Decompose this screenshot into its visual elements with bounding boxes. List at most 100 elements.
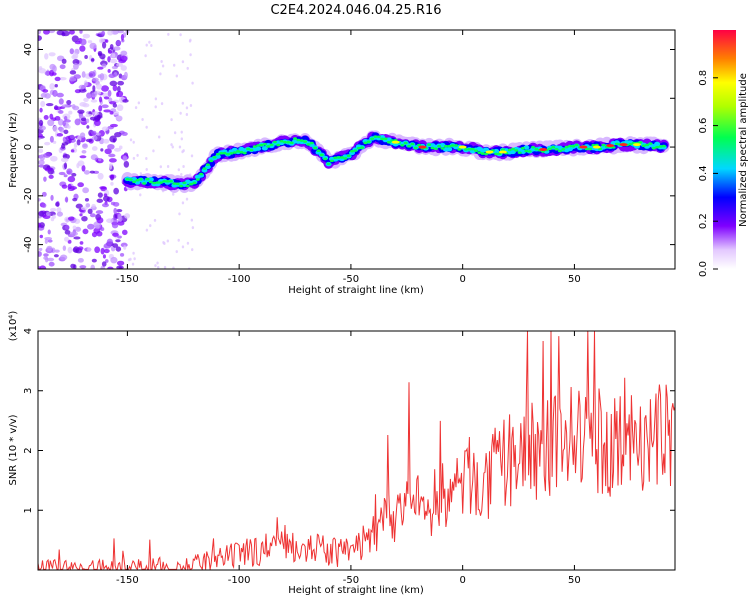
noise-speck [77, 109, 85, 114]
ridge-blob [269, 143, 274, 147]
y-tick-label: -20 [23, 188, 34, 204]
noise-speck [58, 98, 64, 105]
noise-speck [49, 83, 55, 90]
noise-speck [115, 239, 121, 243]
noise-speck [38, 133, 43, 138]
snr-y-multiplier: (x10⁴) [8, 311, 19, 342]
noise-speck [43, 256, 48, 260]
ridge-blob [493, 148, 500, 154]
noise-speck [162, 240, 165, 244]
ridge-blob [182, 181, 187, 185]
x-tick-label: 0 [459, 575, 465, 586]
ridge-peak [485, 150, 494, 154]
ridge-peak [592, 145, 601, 149]
noise-speck [82, 33, 91, 39]
noise-speck [79, 30, 83, 34]
noise-speck [159, 72, 162, 76]
noise-speck [88, 71, 96, 78]
noise-speck [117, 85, 121, 93]
ridge-blob [261, 146, 268, 151]
noise-speck [92, 135, 98, 141]
ridge-blob [407, 144, 412, 148]
ridge-blob [648, 142, 653, 145]
noise-speck [122, 155, 128, 162]
noise-speck [57, 118, 64, 126]
noise-speck [42, 89, 49, 93]
noise-speck [69, 70, 77, 75]
spectrogram-x-axis-label: Height of straight line (km) [288, 285, 424, 296]
noise-speck [46, 257, 55, 262]
ridge-blob [450, 144, 455, 147]
noise-speck [112, 103, 118, 108]
noise-speck [107, 68, 111, 73]
ridge-blob [272, 140, 277, 144]
noise-speck [137, 101, 141, 105]
noise-speck [38, 35, 42, 42]
ridge-blob [574, 143, 579, 147]
noise-speck [63, 162, 68, 170]
noise-speck [44, 53, 49, 60]
noise-speck [82, 187, 90, 194]
ridge-blob [165, 180, 170, 183]
ridge-blob [319, 153, 324, 157]
x-tick-label: -150 [116, 575, 139, 586]
noise-speck [177, 168, 181, 172]
ridge-blob [514, 149, 519, 152]
noise-speck [43, 176, 47, 182]
noise-speck [181, 150, 184, 154]
noise-speck [80, 38, 87, 46]
noise-speck [73, 264, 77, 269]
ridge-blob [279, 139, 284, 143]
noise-speck [53, 254, 59, 258]
noise-speck [77, 258, 84, 263]
noise-speck [43, 115, 49, 120]
ridge-blob [380, 137, 385, 141]
noise-speck [113, 207, 118, 215]
noise-speck [69, 186, 77, 190]
snr-y-ticks: 1 2 3 4 [23, 328, 675, 513]
noise-speck [52, 89, 58, 97]
ridge-blob [517, 151, 522, 154]
noise-speck [77, 246, 84, 251]
ridge-blob [571, 144, 576, 148]
noise-speck [96, 83, 103, 90]
noise-speck [186, 66, 189, 70]
noise-speck [49, 113, 54, 120]
ridge-blob [470, 147, 475, 151]
noise-speck [80, 206, 88, 211]
noise-speck [43, 152, 51, 158]
colorbar-tick-label: 0.2 [698, 213, 709, 229]
ridge-blob [309, 141, 314, 145]
ridge-blob [329, 159, 334, 163]
ridge-blob [175, 182, 180, 186]
noise-speck [58, 110, 64, 114]
ridge-blob [266, 145, 271, 148]
y-tick-label: 2 [23, 447, 34, 453]
noise-speck [49, 69, 54, 77]
ridge-blob [655, 145, 660, 149]
noise-speck [112, 243, 119, 248]
ridge-blob [128, 178, 133, 181]
noise-speck [90, 264, 95, 269]
noise-speck [111, 53, 116, 58]
noise-speck [73, 74, 82, 79]
noise-speck [86, 92, 92, 99]
noise-speck [91, 146, 98, 151]
noise-speck [180, 130, 183, 134]
spectral-ridge-layer [121, 130, 670, 194]
colorbar-tick-label: 0.4 [698, 165, 709, 181]
noise-speck [79, 45, 86, 52]
ridge-blob [534, 147, 539, 151]
noise-speck [72, 52, 79, 60]
ridge-blob [316, 149, 321, 153]
ridge-blob [326, 162, 331, 166]
ridge-blob [239, 150, 244, 154]
y-tick-label: 20 [23, 92, 34, 105]
spectrogram-y-ticks: -40 -20 0 20 40 [23, 43, 675, 253]
noise-speck [77, 182, 84, 188]
noise-speck [62, 245, 67, 251]
noise-speck [63, 129, 69, 135]
noise-speck [120, 55, 128, 62]
noise-speck [103, 109, 112, 113]
noise-speck [54, 249, 60, 253]
